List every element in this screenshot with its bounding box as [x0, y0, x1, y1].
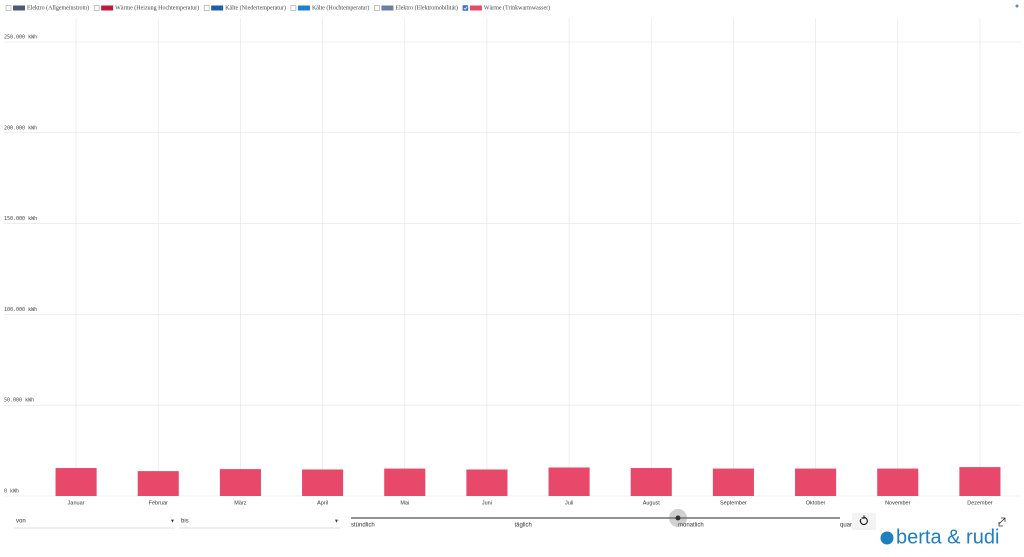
- logo-icon: [880, 531, 894, 545]
- from-label: von: [16, 519, 26, 525]
- x-tick-label: August: [643, 500, 661, 506]
- legend-label[interactable]: Wärme (Heizung Hochtemperatur): [115, 5, 199, 12]
- from-arrow[interactable]: ▼: [170, 518, 175, 524]
- legend-label[interactable]: Elektro (Elektromobilität): [395, 5, 457, 12]
- bar: [712, 468, 754, 496]
- y-tick-label: 250.000 kWh: [4, 35, 37, 41]
- check-mark: [463, 6, 468, 10]
- legend-label[interactable]: Kälte (Niedertemperatur): [225, 5, 286, 12]
- bar: [630, 468, 672, 496]
- slider-handle[interactable]: [675, 515, 681, 521]
- legend-swatch: [381, 5, 394, 11]
- y-tick-label: 50.000 kWh: [4, 398, 34, 404]
- y-tick-label: 0 kWh: [4, 489, 19, 495]
- legend-checkbox[interactable]: [462, 5, 469, 11]
- x-tick-label: Januar: [68, 500, 85, 506]
- bar: [795, 468, 837, 496]
- x-tick-label: Juni: [482, 500, 492, 506]
- x-tick-label: September: [720, 500, 747, 506]
- granularity-label[interactable]: monatlich: [678, 523, 704, 529]
- legend-checkbox[interactable]: [203, 5, 210, 11]
- x-tick-label: November: [885, 500, 911, 506]
- dot: [1015, 4, 1019, 8]
- bar: [302, 469, 344, 496]
- x-tick-label: April: [317, 500, 328, 506]
- legend-label[interactable]: Wärme (Trinkwarmwasser): [484, 5, 550, 12]
- x-tick-label: Dezember: [967, 500, 993, 506]
- bar: [55, 468, 97, 496]
- x-tick-label: Oktober: [806, 500, 826, 506]
- x-tick-label: Mai: [400, 500, 409, 506]
- legend-swatch: [211, 5, 224, 11]
- to-label: bis: [181, 519, 189, 525]
- legend-checkbox[interactable]: [290, 5, 297, 11]
- bar: [877, 468, 919, 496]
- legend-checkbox[interactable]: [93, 5, 100, 11]
- legend-checkbox[interactable]: [374, 5, 380, 11]
- granularity-label[interactable]: quar: [840, 523, 852, 529]
- y-tick-label: 200.000 kWh: [4, 125, 37, 131]
- bar: [466, 469, 508, 496]
- to-arrow[interactable]: ▼: [334, 518, 339, 524]
- bar: [384, 468, 426, 496]
- y-tick-label: 100.000 kWh: [4, 307, 37, 313]
- expand-icon[interactable]: [998, 517, 1006, 527]
- bar: [548, 467, 590, 496]
- x-tick-label: März: [234, 500, 246, 506]
- legend-swatch: [101, 5, 114, 11]
- reset-icon: [859, 515, 868, 526]
- granularity-label[interactable]: täglich: [515, 523, 532, 529]
- legend-swatch: [13, 5, 25, 11]
- logo: berta & rudi: [880, 526, 999, 548]
- bar: [219, 469, 261, 496]
- legend-checkbox[interactable]: [5, 5, 12, 11]
- reset-button[interactable]: [852, 513, 876, 530]
- legend-label[interactable]: Kälte (Hochtemperatur): [312, 5, 369, 12]
- y-tick-label: 150.000 kWh: [4, 216, 37, 222]
- x-tick-label: Juli: [565, 500, 573, 506]
- legend-swatch: [297, 5, 310, 11]
- bar: [959, 467, 1001, 496]
- logo-text: berta & rudi: [896, 526, 999, 548]
- granularity-label[interactable]: stündlich: [351, 523, 375, 529]
- legend-label[interactable]: Elektro (Allgemeinstrom): [27, 5, 89, 12]
- legend-swatch: [469, 5, 482, 11]
- x-tick-label: Februar: [149, 500, 168, 506]
- bar: [137, 471, 179, 496]
